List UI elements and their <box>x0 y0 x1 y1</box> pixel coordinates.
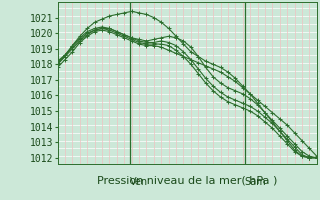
Text: Ven: Ven <box>130 177 148 187</box>
X-axis label: Pression niveau de la mer( hPa ): Pression niveau de la mer( hPa ) <box>97 175 277 185</box>
Text: Sam: Sam <box>245 177 266 187</box>
